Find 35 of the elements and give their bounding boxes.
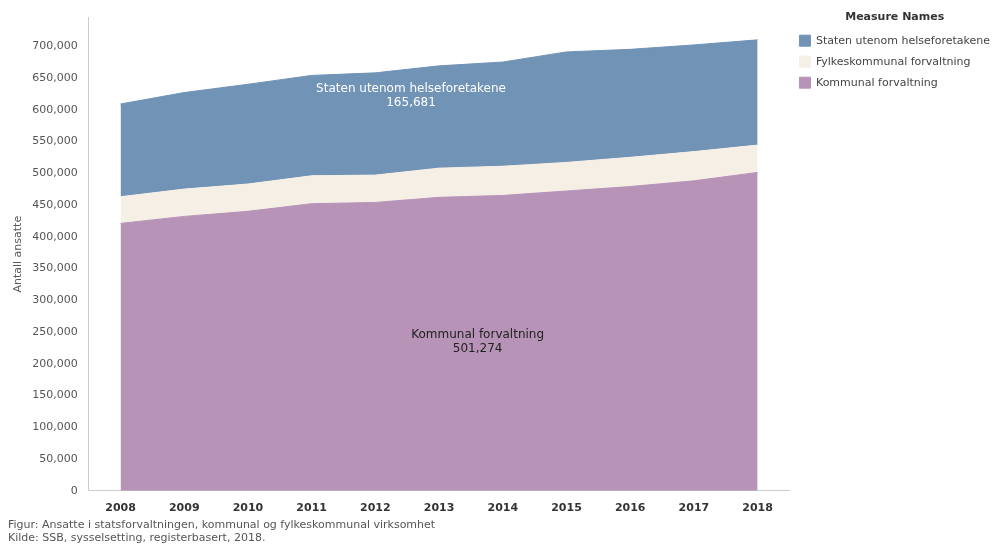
y-tick-label: 200,000 [32,356,78,370]
x-tick-label: 2014 [487,501,519,515]
y-tick-label: 450,000 [32,197,78,211]
y-tick-label: 0 [70,483,78,497]
y-tick-label: 350,000 [32,261,78,275]
x-tick-label: 2011 [296,501,327,515]
legend-label: Fylkeskommunal forvaltning [815,54,971,68]
annotation: Kommunal forvaltning 501,274 [411,326,545,355]
y-tick-label: 300,000 [32,293,78,307]
y-tick-label: 700,000 [32,39,78,53]
y-tick-label: 600,000 [32,102,78,116]
legend-label: Staten utenom helseforetakene [815,33,991,47]
annotation: Staten utenom helseforetakene 165,681 [316,80,506,109]
y-tick-label: 500,000 [32,166,78,180]
x-tick-label: 2012 [360,501,391,515]
text: Kilde: SSB, sysselsetting, registerbasert, 2018. [8,531,267,544]
legend-label: Kommunal forvaltning [815,75,938,89]
x-tick-label: 2016 [614,501,646,515]
y-tick-label: 400,000 [32,229,78,243]
legend-title: Measure Names [845,10,945,24]
y-tick-label: 650,000 [32,70,78,84]
y-tick-label: 150,000 [32,388,78,402]
y-axis-title: Antall ansatte [11,215,25,293]
x-tick-label: 2008 [105,501,136,515]
text: Figur: Ansatte i statsforvaltningen, kommunal og fylkeskommunal virksomhet [8,518,437,531]
y-tick-label: 250,000 [32,324,78,338]
x-tick-label: 2009 [168,501,200,515]
y-tick-label: 550,000 [32,134,78,148]
x-tick-label: 2015 [551,501,582,515]
x-tick-label: 2013 [423,501,455,515]
y-tick-label: 100,000 [32,420,78,434]
x-tick-label: 2017 [678,501,710,515]
x-tick-label: 2018 [742,501,773,515]
y-tick-label: 50,000 [39,451,78,465]
x-tick-label: 2010 [232,501,264,515]
